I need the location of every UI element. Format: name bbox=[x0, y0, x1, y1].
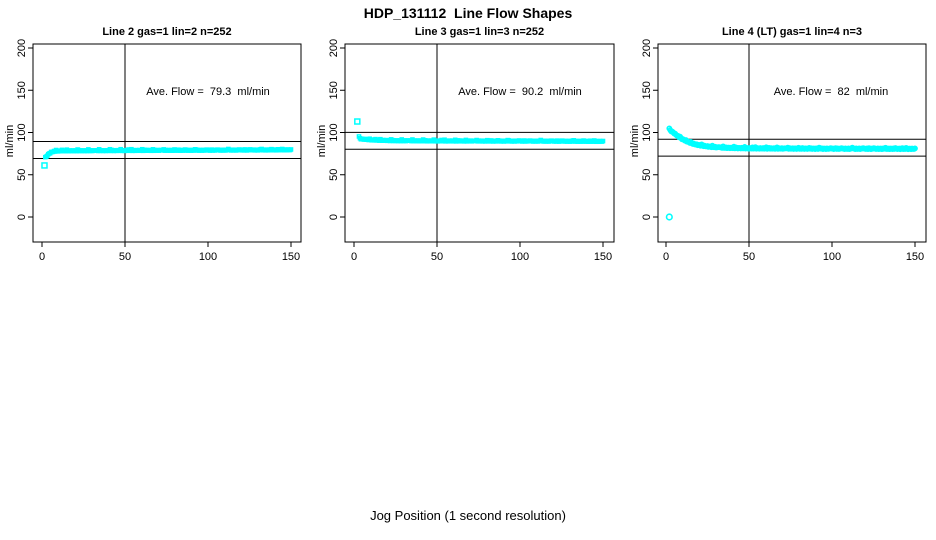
x-tick-label: 100 bbox=[511, 251, 529, 263]
y-tick-label: 200 bbox=[16, 39, 28, 57]
y-tick-label: 150 bbox=[16, 81, 28, 99]
y-tick-label: 50 bbox=[328, 169, 340, 181]
panel1-title: Line 2 gas=1 lin=2 n=252 bbox=[102, 26, 232, 38]
y-tick-label: 100 bbox=[328, 123, 340, 141]
panel1-ave-flow-text: Ave. Flow = 79.3 ml/min bbox=[146, 86, 270, 98]
panel3-ave-flow-text: Ave. Flow = 82 ml/min bbox=[773, 86, 889, 98]
panel3-y-axis-label: ml/min bbox=[629, 124, 641, 158]
y-tick-label: 100 bbox=[641, 123, 653, 141]
y-tick-label: 0 bbox=[328, 214, 340, 220]
panel3-title: Line 4 (LT) gas=1 lin=4 n=3 bbox=[721, 26, 863, 38]
y-tick-label: 100 bbox=[16, 123, 28, 141]
x-tick-label: 150 bbox=[282, 251, 300, 263]
x-tick-label: 50 bbox=[743, 251, 755, 263]
x-tick-label: 0 bbox=[663, 251, 669, 263]
main-title: HDP_131112 Line Flow Shapes bbox=[363, 5, 573, 21]
x-tick-label: 50 bbox=[431, 251, 443, 263]
x-tick-label: 0 bbox=[351, 251, 357, 263]
y-tick-label: 0 bbox=[16, 214, 28, 220]
x-axis-label: Jog Position (1 second resolution) bbox=[370, 508, 566, 523]
panel2-title: Line 3 gas=1 lin=3 n=252 bbox=[414, 26, 545, 38]
panel2-ave-flow-text: Ave. Flow = 90.2 ml/min bbox=[458, 86, 582, 98]
y-tick-label: 50 bbox=[16, 169, 28, 181]
panel1-y-axis-label: ml/min bbox=[4, 124, 16, 158]
x-tick-label: 150 bbox=[594, 251, 612, 263]
y-tick-label: 0 bbox=[641, 214, 653, 220]
y-tick-label: 200 bbox=[641, 39, 653, 57]
x-tick-label: 50 bbox=[119, 251, 131, 263]
outlier-point bbox=[354, 118, 361, 125]
x-tick-label: 100 bbox=[199, 251, 217, 263]
panel2-y-axis-label: ml/min bbox=[316, 124, 328, 158]
y-tick-label: 150 bbox=[641, 81, 653, 99]
x-tick-label: 100 bbox=[823, 251, 841, 263]
x-tick-label: 150 bbox=[906, 251, 924, 263]
y-tick-label: 200 bbox=[328, 39, 340, 57]
outlier-point bbox=[665, 213, 673, 221]
x-tick-label: 0 bbox=[39, 251, 45, 263]
y-tick-label: 50 bbox=[641, 169, 653, 181]
outlier-point bbox=[41, 162, 48, 169]
y-tick-label: 150 bbox=[328, 81, 340, 99]
